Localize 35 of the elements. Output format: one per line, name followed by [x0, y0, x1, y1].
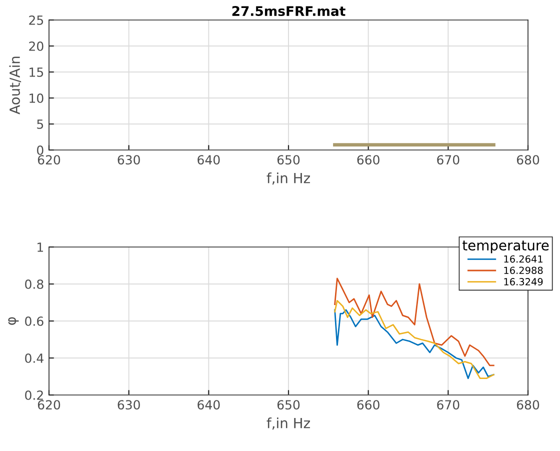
- y-tick-label: 0.8: [25, 279, 44, 289]
- y-tick-label: 0.2: [25, 390, 43, 400]
- x-tick-label: 650: [277, 400, 300, 410]
- legend-label: 16.2988: [504, 266, 543, 274]
- x-tick-label: 630: [118, 155, 140, 165]
- y-axis-title: Aout/Ain: [9, 56, 22, 114]
- x-tick-label: 620: [38, 155, 60, 165]
- y-tick-label: 5: [37, 120, 44, 129]
- y-tick-label: 15: [30, 68, 44, 77]
- y-tick-label: 0.6: [25, 316, 44, 326]
- x-tick-label: 620: [38, 400, 60, 410]
- x-tick-label: 640: [198, 400, 220, 410]
- legend-title: temperature: [462, 240, 549, 254]
- x-tick-label: 670: [437, 155, 460, 165]
- y-tick-label: 0.4: [25, 353, 44, 363]
- x-axis-title: f,in Hz: [266, 418, 310, 430]
- x-tick-label: 660: [357, 155, 380, 165]
- x-tick-label: 650: [277, 155, 300, 165]
- x-axis-title: f,in Hz: [266, 172, 310, 185]
- chart-title: 27.5msFRF.mat: [232, 6, 346, 16]
- legend-label: 16.3249: [504, 278, 543, 286]
- y-tick-label: 20: [29, 41, 44, 51]
- y-tick-label: 10: [30, 93, 44, 103]
- line-series: [334, 278, 494, 366]
- x-tick-label: 640: [198, 155, 220, 165]
- x-tick-label: 680: [516, 400, 540, 410]
- y-tick-label: 25: [29, 15, 44, 25]
- x-tick-label: 670: [437, 400, 460, 410]
- y-tick-label: 1: [38, 242, 43, 252]
- y-tick-label: 0: [37, 145, 44, 155]
- legend-label: 16.2641: [504, 255, 542, 263]
- x-tick-label: 660: [357, 400, 380, 410]
- x-tick-label: 680: [516, 155, 540, 165]
- y-axis-title: φ: [8, 317, 19, 325]
- x-tick-label: 630: [118, 400, 140, 410]
